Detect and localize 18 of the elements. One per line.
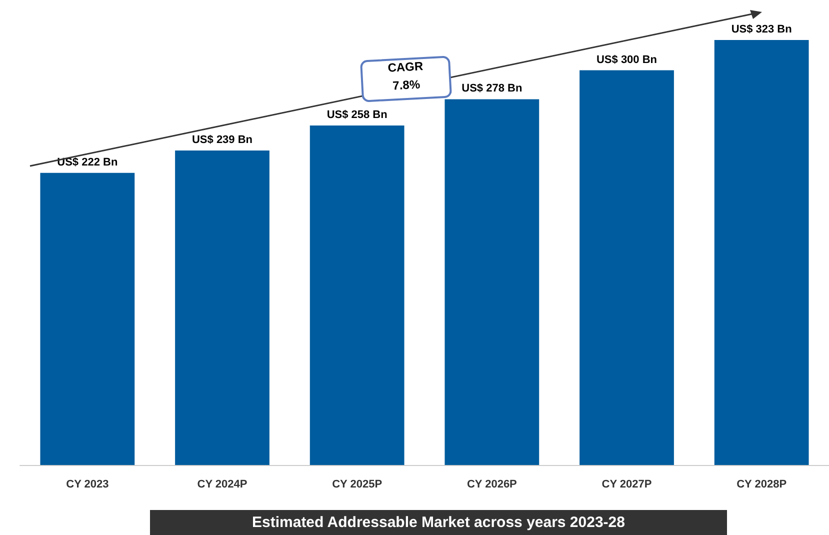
data-label: US$ 300 Bn — [596, 54, 658, 66]
bar — [444, 99, 540, 465]
bar — [714, 40, 809, 465]
x-tick-label: CY 2023 — [66, 478, 109, 490]
data-label: US$ 258 Bn — [326, 109, 388, 122]
bar — [310, 126, 404, 465]
bar — [40, 172, 135, 465]
text: Estimated Addressable Market across years 2023-28 — [150, 510, 727, 535]
data-label: US$ 239 Bn — [192, 134, 253, 146]
bar — [580, 70, 674, 465]
data-label: US$ 323 Bn — [731, 24, 792, 36]
x-tick-label: CY 2025P — [332, 478, 382, 490]
x-tick-label: CY 2027P — [602, 478, 652, 490]
bar — [175, 150, 270, 465]
data-label: US$ 278 Bn — [462, 82, 522, 95]
x-tick-label: CY 2024P — [197, 478, 248, 490]
x-tick-label: CY 2026P — [466, 478, 517, 490]
x-tick-label: CY 2028P — [736, 478, 787, 490]
